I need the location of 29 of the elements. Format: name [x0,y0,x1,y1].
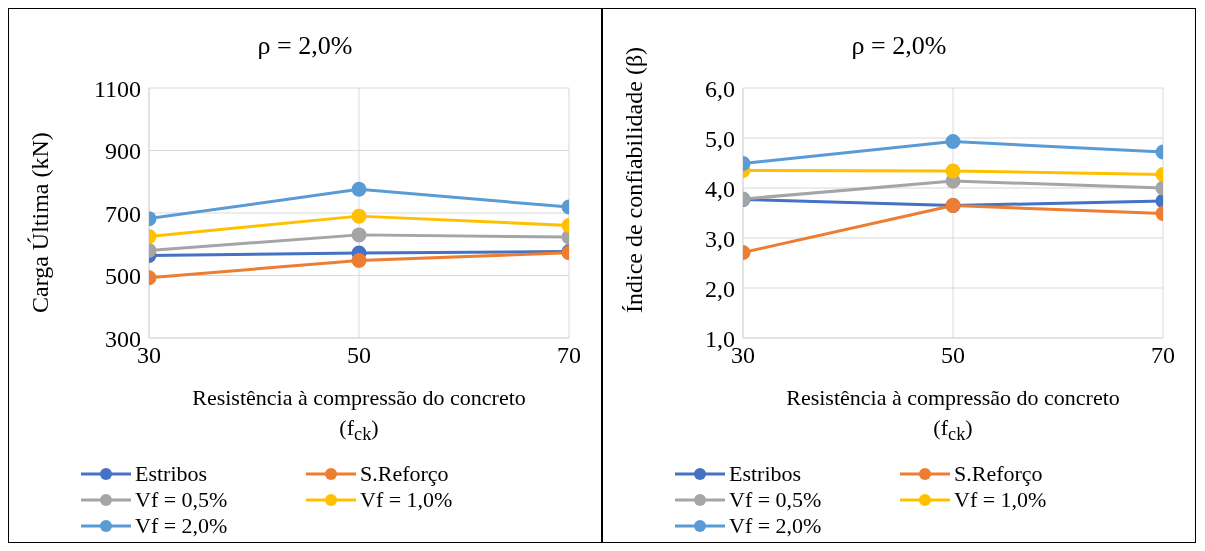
chart-title: ρ = 2,0% [256,31,354,61]
y-tick-label: 1100 [93,75,141,102]
y-tick-label: 4,0 [705,175,735,202]
y-tick-label: 2,0 [705,275,735,302]
x-tick-label: 50 [347,342,371,369]
y-axis-title: Carga Última (kN) [26,132,53,313]
y-tick-label: 500 [105,263,141,290]
y-tick-label: 6,0 [705,75,735,102]
x-axis-title: Resistência à compressão do concreto (f$_{ck}$) [191,384,527,447]
x-tick-label: 70 [557,342,581,369]
chart-title: ρ = 2,0% [851,31,947,60]
legend-label: Vf = 2,0% [729,513,822,539]
legend-label: Vf = 1,0% [360,487,453,513]
x-tick-label: 50 [941,342,965,369]
y-tick-label: 700 [105,200,141,227]
legend-label: S.Reforço [360,461,449,487]
y-tick-label: 5,0 [705,125,735,152]
legend-label: Vf = 0,5% [135,487,228,513]
y-axis-title: Índice de confiabilidade (β) [620,46,647,313]
legend-label: Vf = 2,0% [135,513,228,539]
y-tick-label: 900 [105,138,141,165]
legend-label: Estribos [729,461,802,487]
legend-label: Vf = 1,0% [954,487,1047,513]
x-tick-label: 70 [1151,342,1175,369]
legend-label: S.Reforço [954,461,1043,487]
legend-label: Estribos [135,461,208,487]
legend-label: Vf = 0,5% [729,487,822,513]
x-axis-title: Resistência à compressão do concreto (f$_{ck}$) [785,384,1121,447]
y-tick-label: 3,0 [705,225,735,252]
